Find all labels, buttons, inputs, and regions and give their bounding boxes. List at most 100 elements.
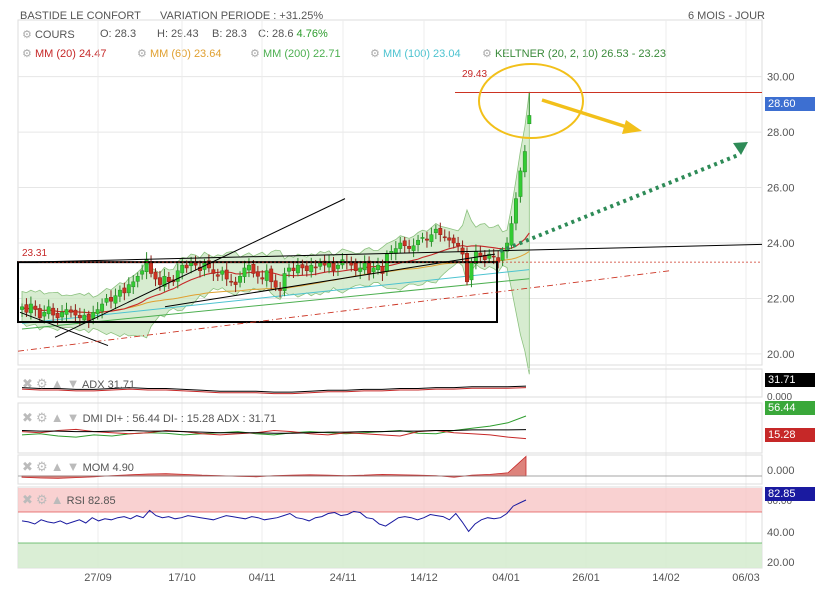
- x-tick-label: 14/02: [652, 572, 680, 584]
- candle-body: [509, 223, 514, 246]
- candle-body: [300, 264, 305, 269]
- x-tick-label: 06/03: [732, 572, 760, 584]
- candle-body: [20, 306, 24, 310]
- axes: 30.00 28.00 26.00 24.00 22.00 20.00 27/09 17/10…: [84, 72, 794, 584]
- rsi-gear-icon[interactable]: ⚙: [35, 492, 48, 507]
- indicator-panels: [17, 368, 763, 569]
- y-tick-label: 22.00: [767, 293, 795, 305]
- candle-body: [447, 237, 452, 241]
- legend-high: H: 29.43: [157, 28, 199, 40]
- highlight-ellipse: [478, 63, 584, 139]
- mm200-line: [21, 278, 530, 330]
- adx-close-icon[interactable]: ✖: [22, 376, 33, 391]
- candle-body: [291, 267, 296, 271]
- candle-body: [77, 315, 82, 319]
- legend-mm100-label: MM (100) 23.04: [382, 48, 461, 60]
- legend-open: O: 28.3: [100, 28, 137, 40]
- candle-body: [126, 284, 131, 294]
- x-tick-label: 26/01: [572, 572, 600, 584]
- rsi-up-icon[interactable]: ▲: [50, 492, 64, 507]
- legend-mm60-label: MM (60) 23.64: [149, 48, 222, 60]
- candle-body: [482, 254, 487, 260]
- candle-body: [104, 298, 109, 303]
- high-label: 29.43: [462, 69, 488, 80]
- mom-close-icon[interactable]: ✖: [22, 459, 33, 474]
- trendline-up-1: [54, 198, 346, 338]
- mom-up-icon[interactable]: ▲: [50, 459, 64, 474]
- candle-body: [518, 170, 523, 197]
- dmi-minus-line: [21, 428, 527, 440]
- adx-up-icon[interactable]: ▲: [50, 376, 64, 391]
- candle-body: [82, 314, 87, 321]
- dmi-plus-tag: 56.44: [765, 401, 815, 415]
- candle-body: [46, 306, 51, 315]
- legend-mm200-label: MM (200) 22.71: [262, 48, 341, 60]
- candle-body: [229, 280, 234, 283]
- mm200-gear-icon[interactable]: ⚙: [250, 48, 260, 60]
- candle-body: [122, 287, 127, 294]
- mom-value: 4.90: [112, 462, 134, 474]
- mom-zero-label: 0.000: [767, 465, 795, 477]
- x-tick-label: 14/12: [410, 572, 438, 584]
- candle-body: [193, 262, 198, 266]
- rsi-close-icon[interactable]: ✖: [22, 492, 33, 507]
- candle-body: [131, 281, 136, 288]
- candle-body: [407, 246, 412, 249]
- candle-body: [487, 253, 492, 259]
- mm20-gear-icon[interactable]: ⚙: [22, 48, 32, 60]
- support-trend-dashdot: [17, 270, 671, 352]
- mom-panel-header: ✖ ⚙ ▲ ▼ MOM 4.90: [22, 459, 134, 475]
- dmi-plus-line: [21, 415, 527, 438]
- x-tick-label: 24/11: [330, 572, 357, 584]
- legend-mm100: ⚙ MM (100) 23.04: [370, 47, 461, 60]
- candle-body: [166, 276, 171, 283]
- rsi-overbought-zone: [18, 488, 762, 512]
- mom-gear-icon[interactable]: ⚙: [35, 459, 48, 474]
- y-tick-label: 26.00: [767, 183, 795, 195]
- candle-body: [442, 236, 447, 239]
- candle-body: [313, 266, 318, 269]
- dmi-close-icon[interactable]: ✖: [22, 410, 33, 425]
- candle-body: [153, 271, 158, 280]
- candle-body: [331, 262, 336, 271]
- candle-body: [456, 242, 461, 247]
- mm20-line: [21, 232, 530, 314]
- candle-body: [238, 276, 243, 283]
- rsi-line: [21, 499, 527, 533]
- candle-body: [95, 309, 100, 314]
- candle-body: [358, 267, 363, 272]
- adx-down-icon[interactable]: ▼: [66, 376, 80, 391]
- candle-body: [465, 253, 469, 283]
- main-panel-frame: [17, 19, 763, 366]
- candle-body: [380, 266, 385, 274]
- rsi-tick-20: 20.00: [767, 557, 795, 569]
- legend-cours-label: COURS: [34, 29, 75, 41]
- projection-arrow-head: [733, 142, 748, 155]
- candle-body: [411, 245, 416, 251]
- adx-line: [21, 385, 527, 393]
- candle-body: [184, 264, 189, 269]
- keltner-gear-icon[interactable]: ⚙: [482, 48, 492, 60]
- period-label[interactable]: 6 MOIS - JOUR: [687, 10, 765, 22]
- trendline-horizontal: [17, 243, 763, 263]
- legend-mm200: ⚙ MM (200) 22.71: [250, 47, 341, 60]
- adx-value: 31.71: [107, 379, 136, 391]
- dmi-adx-line: [21, 429, 527, 434]
- candle-body: [180, 264, 185, 274]
- mm60-gear-icon[interactable]: ⚙: [137, 48, 147, 60]
- candle-body: [420, 237, 425, 239]
- dmi-down-icon[interactable]: ▼: [66, 410, 80, 425]
- legend-gear-icon[interactable]: ⚙: [22, 29, 32, 41]
- trendline-up-2: [164, 253, 496, 308]
- adx-gear-icon[interactable]: ⚙: [35, 376, 48, 391]
- candle-body: [60, 312, 64, 318]
- mm100-gear-icon[interactable]: ⚙: [370, 48, 380, 60]
- candle-body: [247, 264, 251, 271]
- dmi-up-icon[interactable]: ▲: [50, 410, 64, 425]
- legend-close-value: C: 28.6: [258, 28, 294, 40]
- candle-body: [433, 228, 438, 234]
- dmi-gear-icon[interactable]: ⚙: [35, 410, 48, 425]
- mom-down-icon[interactable]: ▼: [66, 459, 80, 474]
- candle-body: [233, 281, 238, 285]
